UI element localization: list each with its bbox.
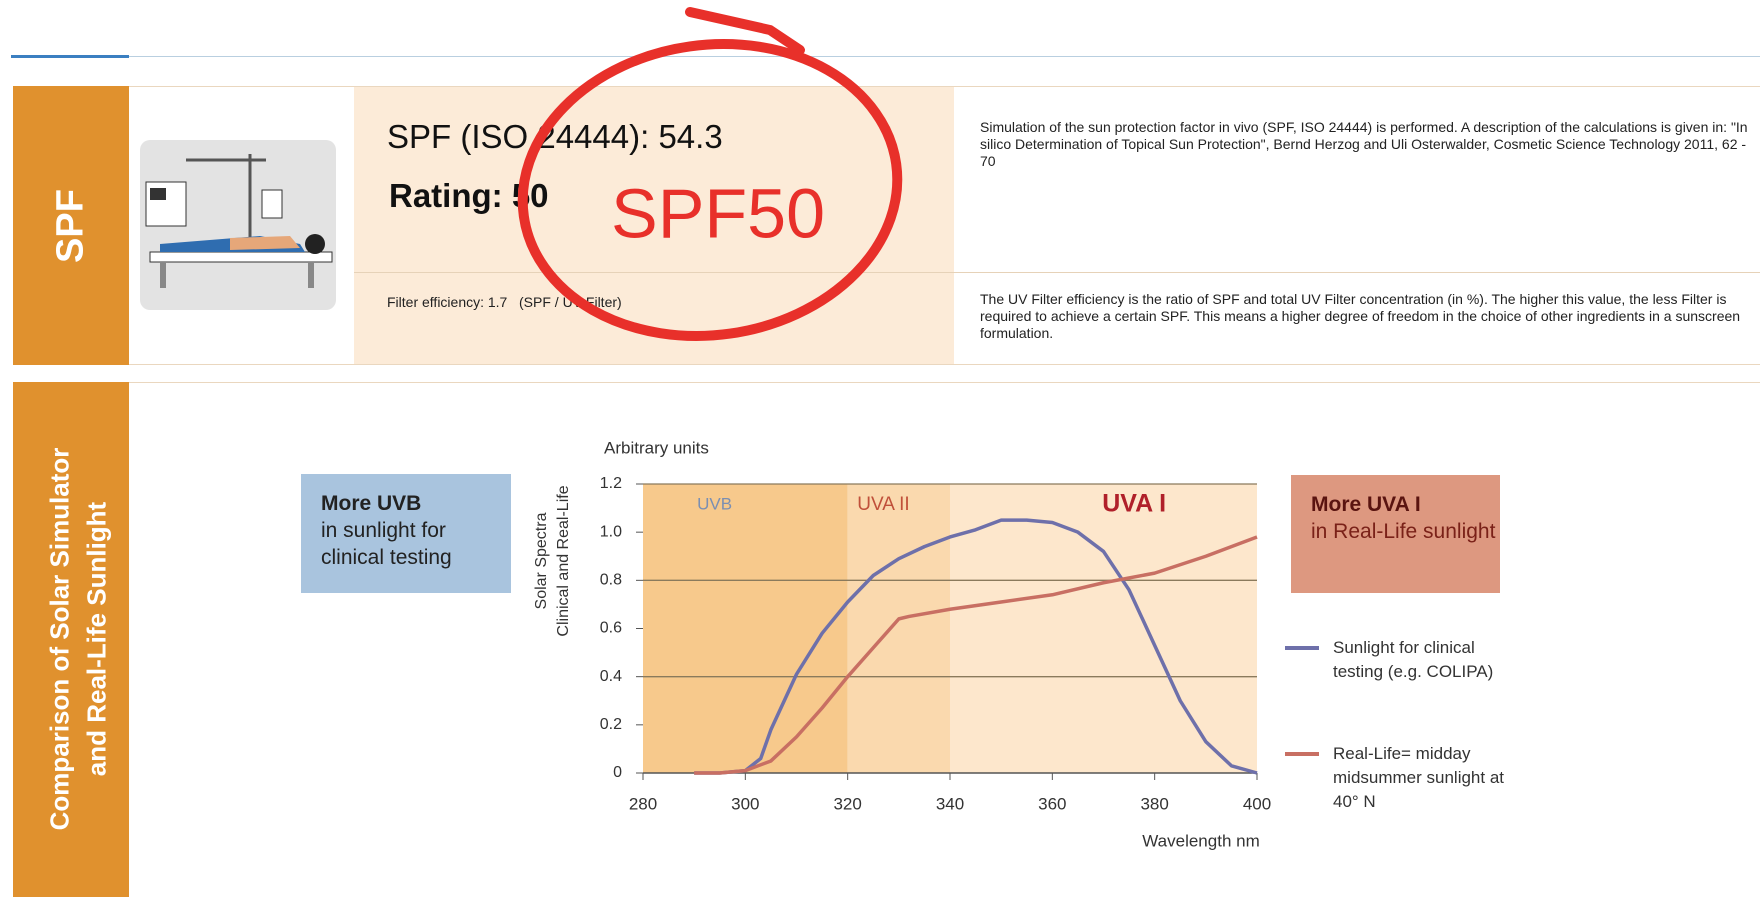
legend-label: Sunlight for clinical testing (e.g. COLI… [1333,636,1513,684]
annotation-text: SPF50 [611,174,825,252]
legend-label: Real-Life= midday midsummer sunlight at … [1333,742,1513,814]
page: SPF SPF (ISO 24444): 54.3 Rating: 50 Fil… [0,0,1760,897]
